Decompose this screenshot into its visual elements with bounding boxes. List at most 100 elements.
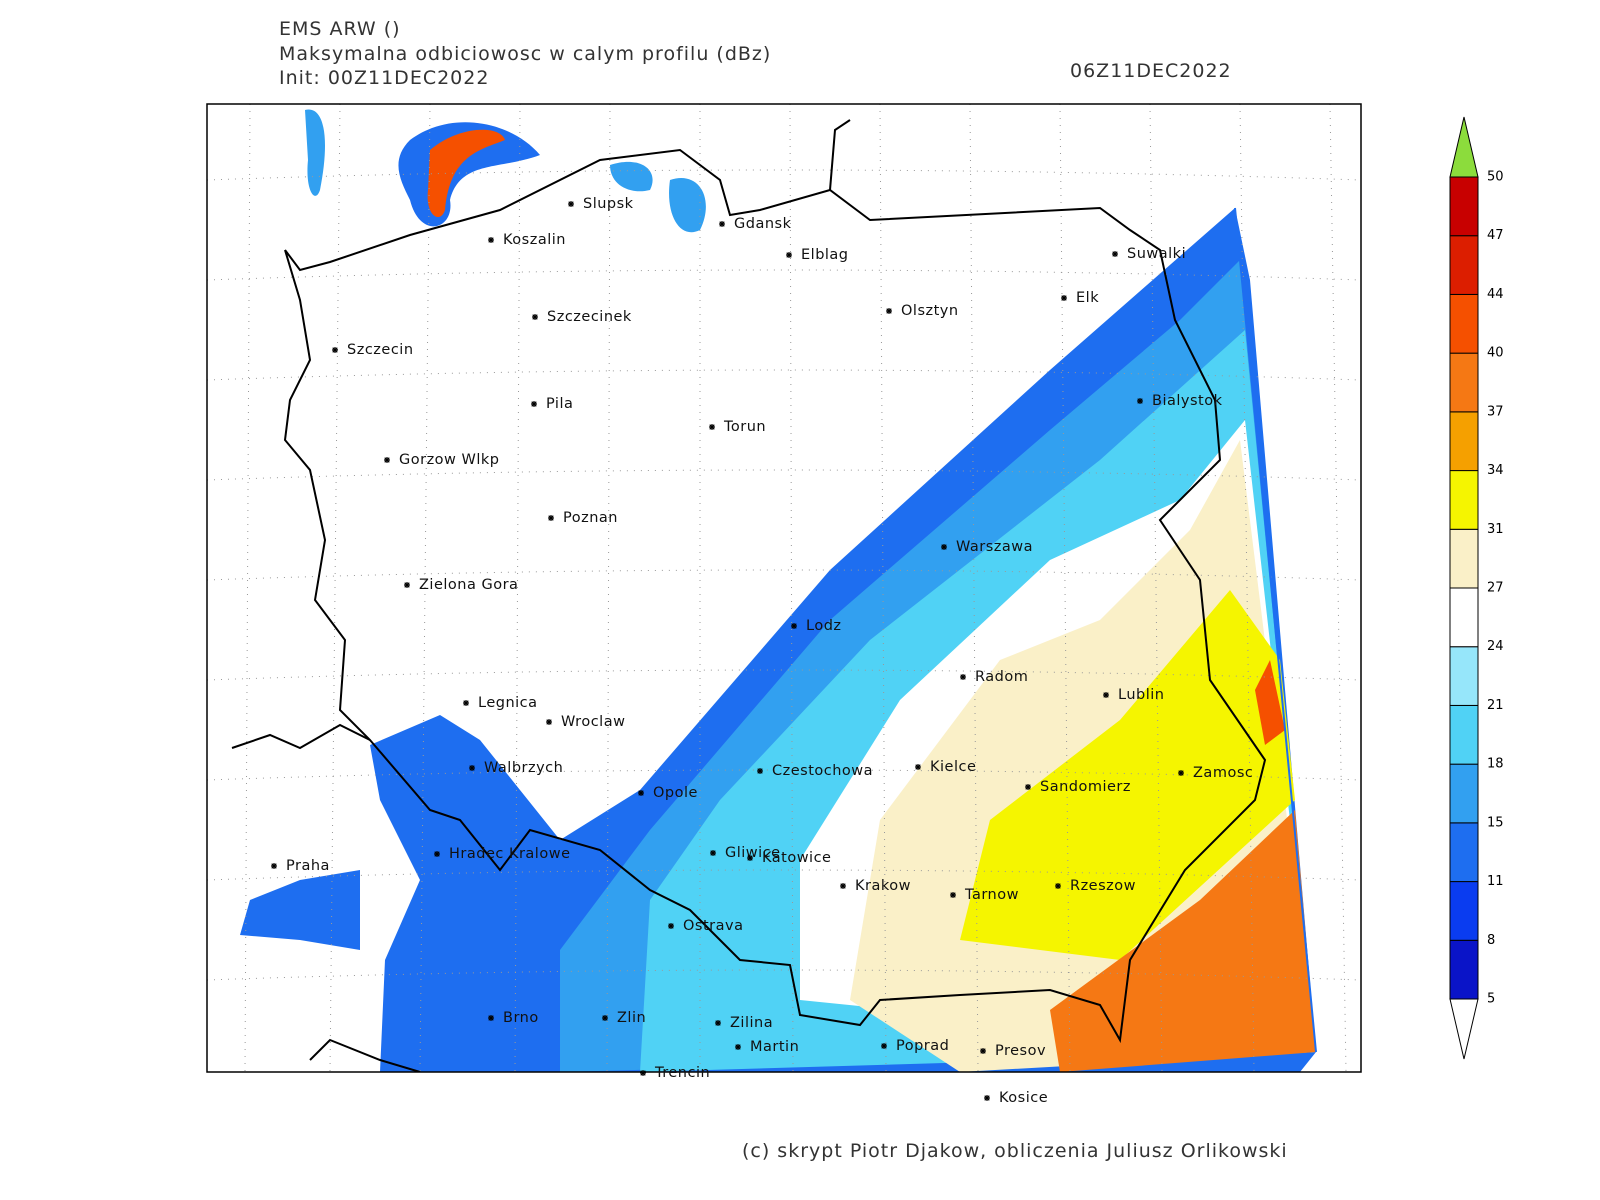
city-label: Praha bbox=[286, 858, 330, 874]
city-marker bbox=[1178, 770, 1184, 776]
city-marker bbox=[840, 883, 846, 889]
border bbox=[283, 148, 1267, 1044]
map-frame bbox=[206, 103, 1362, 1073]
valid-time: 06Z11DEC2022 bbox=[1070, 60, 1232, 82]
city-label: Olsztyn bbox=[901, 303, 959, 319]
city-marker bbox=[463, 700, 469, 706]
city-label: Pila bbox=[546, 396, 573, 412]
colorbar-over bbox=[1449, 116, 1479, 178]
city-marker bbox=[709, 424, 715, 430]
city-label: Warszawa bbox=[956, 539, 1033, 555]
border bbox=[829, 119, 851, 191]
field-title: Maksymalna odbiciowosc w calym profilu (… bbox=[279, 43, 771, 65]
echo-orange bbox=[1050, 810, 1316, 1072]
city-label: Ostrava bbox=[683, 918, 743, 934]
domain-edge bbox=[1234, 207, 1317, 1053]
city-marker bbox=[1137, 398, 1143, 404]
city-marker bbox=[1112, 251, 1118, 257]
city-marker bbox=[531, 401, 537, 407]
colorbar-label: 18 bbox=[1487, 757, 1504, 772]
city-marker bbox=[941, 544, 947, 550]
city-marker bbox=[469, 765, 475, 771]
city-marker bbox=[735, 1044, 741, 1050]
city-marker bbox=[546, 719, 552, 725]
city-label: Kielce bbox=[930, 759, 976, 775]
city-label: Zilina bbox=[730, 1015, 773, 1031]
city-marker bbox=[568, 201, 574, 207]
city-marker bbox=[332, 347, 338, 353]
city-label: Hradec Kralowe bbox=[449, 846, 571, 862]
city-marker bbox=[1025, 784, 1031, 790]
city-marker bbox=[1103, 692, 1109, 698]
city-label: Gliwice bbox=[725, 845, 781, 861]
city-label: Kosice bbox=[999, 1090, 1048, 1106]
city-label: Walbrzych bbox=[484, 760, 563, 776]
colorbar-label: 44 bbox=[1487, 287, 1504, 302]
city-marker bbox=[1055, 883, 1061, 889]
colorbar-label: 5 bbox=[1487, 992, 1495, 1007]
credit: (c) skrypt Piotr Djakow, obliczenia Juli… bbox=[742, 1140, 1288, 1162]
city-label: Gorzow Wlkp bbox=[399, 452, 500, 468]
colorbar-label: 24 bbox=[1487, 639, 1504, 654]
city-marker bbox=[747, 855, 753, 861]
colorbar-bin bbox=[1449, 939, 1479, 1000]
city-label: Zamosc bbox=[1193, 765, 1253, 781]
city-label: Poprad bbox=[896, 1038, 949, 1054]
city-marker bbox=[532, 314, 538, 320]
city-label: Martin bbox=[750, 1039, 799, 1055]
city-label: Czestochowa bbox=[772, 763, 873, 779]
colorbar-bin bbox=[1449, 763, 1479, 824]
city-label: Opole bbox=[653, 785, 698, 801]
city-marker bbox=[950, 892, 956, 898]
city-label: Katowice bbox=[762, 850, 831, 866]
echo-red bbox=[1255, 660, 1285, 745]
colorbar-under bbox=[1449, 998, 1479, 1060]
city-label: Szczecinek bbox=[547, 309, 632, 325]
colorbar-bin bbox=[1449, 528, 1479, 589]
city-marker bbox=[271, 863, 277, 869]
city-marker bbox=[488, 237, 494, 243]
city-label: Lublin bbox=[1118, 687, 1164, 703]
city-marker bbox=[1061, 295, 1067, 301]
city-label: Bialystok bbox=[1152, 393, 1223, 409]
city-label: Wroclaw bbox=[561, 714, 625, 730]
colorbar-bin bbox=[1449, 822, 1479, 883]
city-marker bbox=[715, 1020, 721, 1026]
echo-north bbox=[305, 109, 325, 196]
city-label: Szczecin bbox=[347, 342, 414, 358]
city-label: Gdansk bbox=[734, 216, 792, 232]
city-marker bbox=[786, 252, 792, 258]
city-marker bbox=[384, 457, 390, 463]
city-marker bbox=[881, 1043, 887, 1049]
city-marker bbox=[638, 790, 644, 796]
city-label: Slupsk bbox=[583, 196, 634, 212]
city-label: Koszalin bbox=[503, 232, 566, 248]
colorbar-bin bbox=[1449, 235, 1479, 295]
city-marker bbox=[980, 1048, 986, 1054]
city-label: Krakow bbox=[855, 878, 911, 894]
city-label: Zlin bbox=[617, 1010, 646, 1026]
city-marker bbox=[404, 582, 410, 588]
city-marker bbox=[602, 1015, 608, 1021]
init-time: Init: 00Z11DEC2022 bbox=[279, 67, 489, 89]
border bbox=[231, 723, 371, 750]
city-marker bbox=[710, 850, 716, 856]
colorbar-label: 15 bbox=[1487, 815, 1504, 830]
city-label: Torun bbox=[723, 419, 766, 435]
model-title: EMS ARW () bbox=[279, 18, 401, 40]
city-label: Sandomierz bbox=[1040, 779, 1131, 795]
city-marker bbox=[719, 221, 725, 227]
colorbar-label: 47 bbox=[1487, 228, 1504, 243]
colorbar-label: 50 bbox=[1487, 170, 1504, 185]
colorbar-bin bbox=[1449, 293, 1479, 354]
city-label: Presov bbox=[995, 1043, 1046, 1059]
city-label: Brno bbox=[503, 1010, 539, 1026]
graticule bbox=[207, 104, 1361, 1072]
city-label: Lodz bbox=[806, 618, 842, 634]
city-marker bbox=[791, 623, 797, 629]
colorbar-label: 40 bbox=[1487, 346, 1504, 361]
echo-blue bbox=[240, 870, 360, 950]
city-label: Rzeszow bbox=[1070, 878, 1136, 894]
colorbar-bin bbox=[1449, 470, 1479, 530]
city-marker bbox=[434, 851, 440, 857]
